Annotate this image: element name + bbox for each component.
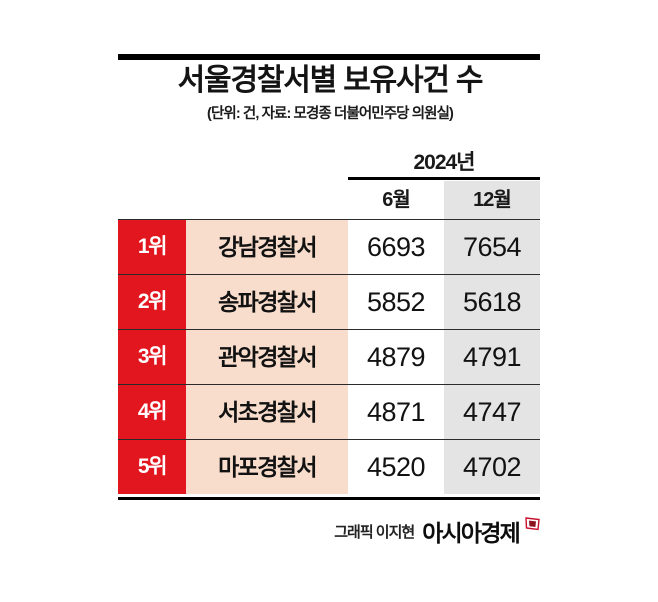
rank-badge: 5위 — [118, 440, 186, 494]
value-june: 4871 — [348, 385, 444, 439]
value-december: 4747 — [444, 385, 540, 439]
table-body: 1위 강남경찰서 6693 7654 2위 송파경찰서 5852 5618 3위… — [118, 219, 540, 494]
table-month-header-row: 6월 12월 — [118, 181, 540, 219]
rank-badge: 4위 — [118, 385, 186, 439]
table-row: 2위 송파경찰서 5852 5618 — [118, 274, 540, 329]
station-name: 마포경찰서 — [186, 440, 348, 494]
page-subtitle: (단위: 건, 자료: 모경종 더불어민주당 의원실) — [207, 106, 454, 122]
footer: 그래픽 이지현 아시아경제 — [118, 513, 540, 549]
asiae-flag-icon — [525, 517, 540, 532]
top-divider — [118, 54, 540, 60]
table-row: 1위 강남경찰서 6693 7654 — [118, 219, 540, 274]
data-table: 2024년 6월 12월 1위 강남경찰서 6693 7654 2위 송파경찰서… — [118, 150, 540, 494]
station-name: 관악경찰서 — [186, 330, 348, 384]
rank-badge: 1위 — [118, 220, 186, 274]
table-row: 4위 서초경찰서 4871 4747 — [118, 384, 540, 439]
value-june: 6693 — [348, 220, 444, 274]
station-name: 서초경찰서 — [186, 385, 348, 439]
station-name: 강남경찰서 — [186, 220, 348, 274]
title-block: 서울경찰서별 보유사건 수 (단위: 건, 자료: 모경종 더불어민주당 의원실… — [60, 62, 600, 124]
graphic-credit: 그래픽 이지현 — [334, 523, 415, 541]
table-row: 3위 관악경찰서 4879 4791 — [118, 329, 540, 384]
column-group-header-year: 2024년 — [413, 151, 475, 174]
station-name: 송파경찰서 — [186, 275, 348, 329]
column-header-december: 12월 — [444, 181, 540, 219]
value-june: 5852 — [348, 275, 444, 329]
column-header-june: 6월 — [348, 181, 444, 219]
table-row: 5위 마포경찰서 4520 4702 — [118, 439, 540, 494]
value-june: 4520 — [348, 440, 444, 494]
value-june: 4879 — [348, 330, 444, 384]
year-header-underline — [348, 177, 540, 180]
rank-badge: 2위 — [118, 275, 186, 329]
page-title: 서울경찰서별 보유사건 수 — [177, 64, 484, 97]
value-december: 7654 — [444, 220, 540, 274]
value-december: 4702 — [444, 440, 540, 494]
rank-badge: 3위 — [118, 330, 186, 384]
value-december: 5618 — [444, 275, 540, 329]
brand-name: 아시아경제 — [422, 520, 521, 546]
table-year-header-row: 2024년 — [118, 150, 540, 180]
bottom-divider — [118, 497, 540, 500]
value-december: 4791 — [444, 330, 540, 384]
